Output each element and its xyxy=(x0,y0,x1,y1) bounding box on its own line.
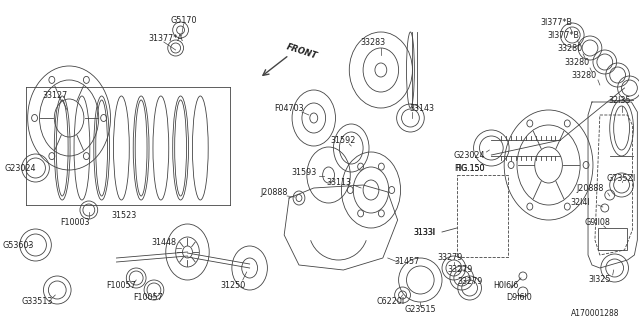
Text: 33280: 33280 xyxy=(564,58,589,67)
Text: F10057: F10057 xyxy=(133,293,163,302)
Text: 33113: 33113 xyxy=(326,178,351,187)
Text: G23024: G23024 xyxy=(4,164,36,172)
Text: D9I6I0: D9I6I0 xyxy=(506,293,532,302)
Text: 31523: 31523 xyxy=(112,211,137,220)
Text: F04703: F04703 xyxy=(275,103,304,113)
Text: 31250: 31250 xyxy=(220,281,246,290)
Text: F10057: F10057 xyxy=(106,281,136,290)
Text: 33279: 33279 xyxy=(457,277,483,286)
Bar xyxy=(457,175,508,257)
Text: 31377*A: 31377*A xyxy=(148,34,183,43)
Text: 3I325: 3I325 xyxy=(589,276,611,284)
Bar xyxy=(598,228,627,250)
Text: 31457: 31457 xyxy=(395,258,420,267)
Text: 3I377*B: 3I377*B xyxy=(540,18,572,27)
Text: FIG.150: FIG.150 xyxy=(454,164,485,172)
Text: FIG.150: FIG.150 xyxy=(455,164,484,172)
Text: 31592: 31592 xyxy=(331,135,356,145)
Text: G5170: G5170 xyxy=(170,15,196,25)
Text: 3133I: 3133I xyxy=(413,228,435,236)
Text: 32I35: 32I35 xyxy=(609,95,631,105)
Text: F10003: F10003 xyxy=(60,218,90,227)
Text: G735ZI: G735ZI xyxy=(607,173,636,182)
Text: 33280: 33280 xyxy=(572,70,596,79)
Text: J20888: J20888 xyxy=(260,188,288,196)
Text: FRONT: FRONT xyxy=(285,43,319,61)
Text: C6220I: C6220I xyxy=(377,298,404,307)
Text: 33283: 33283 xyxy=(360,37,385,46)
Text: G33513: G33513 xyxy=(22,298,53,307)
Text: J20888: J20888 xyxy=(576,183,604,193)
Text: 33127: 33127 xyxy=(43,91,68,100)
Text: 31448: 31448 xyxy=(151,237,176,246)
Text: 3I377*B: 3I377*B xyxy=(547,30,579,39)
Text: 31593: 31593 xyxy=(291,167,317,177)
Text: 32I4I: 32I4I xyxy=(570,197,590,206)
Text: G23515: G23515 xyxy=(404,306,436,315)
Text: 33143: 33143 xyxy=(410,103,435,113)
Text: 33280: 33280 xyxy=(557,44,583,52)
Text: 3133I: 3133I xyxy=(413,228,435,236)
Text: G9II08: G9II08 xyxy=(585,218,611,227)
Text: 33279: 33279 xyxy=(437,253,463,262)
Text: 33279: 33279 xyxy=(447,266,472,275)
Text: G53603: G53603 xyxy=(2,241,33,250)
Text: H0I6I6: H0I6I6 xyxy=(493,281,519,290)
Text: G23024: G23024 xyxy=(454,150,485,159)
Text: A170001288: A170001288 xyxy=(571,309,620,318)
